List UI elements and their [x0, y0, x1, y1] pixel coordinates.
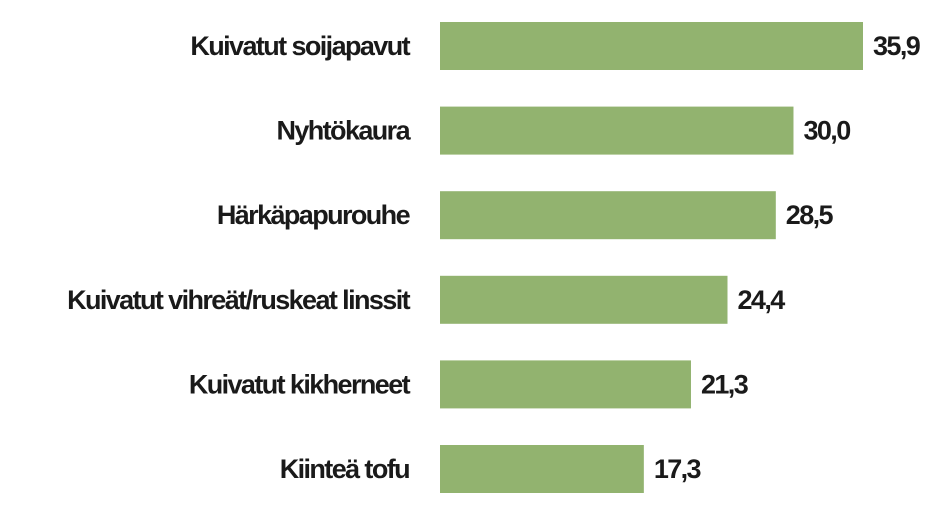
value-label: 21,3 [701, 369, 749, 399]
value-label: 17,3 [654, 454, 702, 484]
bar [440, 106, 794, 155]
bar [440, 360, 691, 409]
category-label: Härkäpapurouhe [217, 200, 411, 230]
value-label: 28,5 [786, 200, 834, 230]
bar [440, 191, 776, 240]
category-label: Kiinteä tofu [280, 454, 409, 484]
category-label: Nyhtökaura [276, 116, 411, 146]
category-label: Kuivatut kikherneet [189, 369, 411, 399]
value-label: 35,9 [873, 31, 921, 61]
bar [440, 275, 728, 324]
category-label: Kuivatut soijapavut [190, 31, 410, 61]
bar [440, 445, 644, 493]
value-label: 24,4 [737, 285, 785, 315]
bar [440, 22, 863, 70]
category-label: Kuivatut vihreät/ruskeat linssit [67, 285, 411, 315]
value-label: 30,0 [803, 116, 850, 146]
